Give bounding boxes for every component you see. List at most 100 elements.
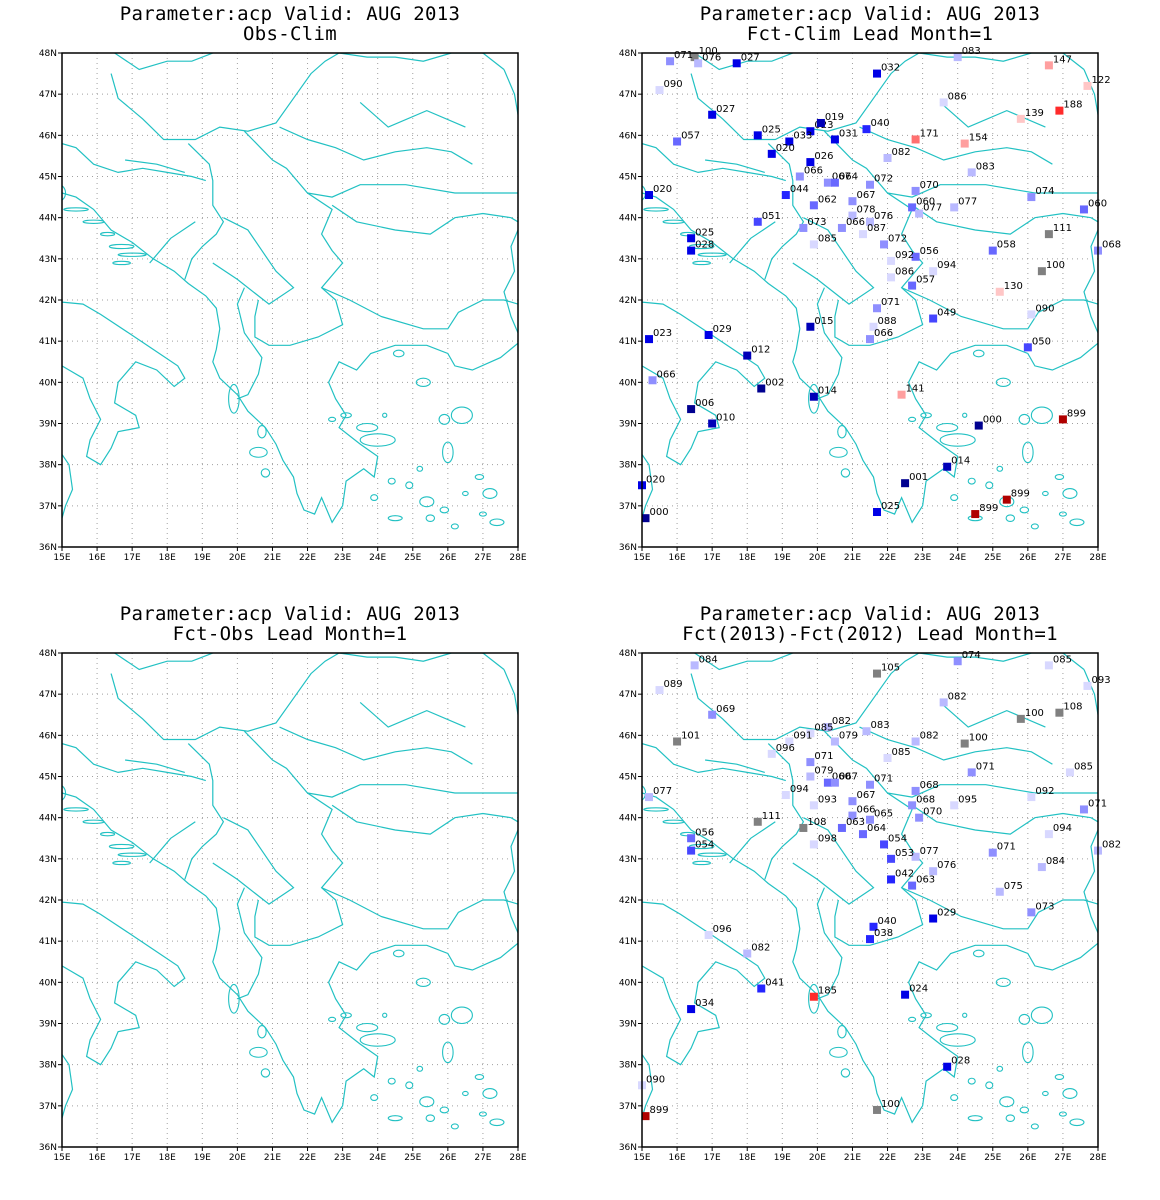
station-value-label: 899 bbox=[1067, 408, 1086, 419]
station-marker bbox=[901, 479, 910, 488]
station-value-label: 096 bbox=[776, 743, 795, 754]
station-marker bbox=[757, 384, 766, 393]
coastline bbox=[1083, 229, 1098, 334]
coastline bbox=[212, 817, 295, 905]
station-value-label: 111 bbox=[1053, 223, 1072, 234]
lat-tick-label: 39N bbox=[39, 1020, 57, 1030]
coastline bbox=[110, 53, 340, 141]
lat-tick-label: 37N bbox=[619, 1102, 637, 1112]
coastline bbox=[901, 287, 1098, 330]
coastline bbox=[110, 653, 340, 741]
station-value-label: 028 bbox=[951, 1056, 970, 1067]
station-marker bbox=[848, 797, 857, 806]
island bbox=[995, 977, 1011, 988]
station-marker bbox=[795, 172, 804, 181]
island bbox=[996, 465, 1004, 472]
station-value-label: 899 bbox=[650, 1105, 669, 1116]
station-value-label: 056 bbox=[920, 246, 939, 257]
coastline bbox=[279, 726, 473, 765]
station-value-label: 020 bbox=[646, 474, 665, 485]
coastline bbox=[62, 1054, 74, 1119]
coastline bbox=[503, 229, 518, 334]
station-marker bbox=[862, 727, 871, 736]
station-value-label: 070 bbox=[923, 807, 942, 818]
island bbox=[996, 1065, 1004, 1072]
lon-tick-label: 26E bbox=[1019, 553, 1036, 563]
station-marker bbox=[641, 514, 650, 523]
coastline bbox=[823, 130, 924, 346]
island bbox=[257, 1025, 267, 1039]
island bbox=[1019, 1106, 1030, 1114]
island bbox=[387, 477, 396, 485]
lon-tick-label: 24E bbox=[949, 553, 966, 563]
station-value-label: 025 bbox=[881, 501, 900, 512]
island bbox=[416, 1065, 424, 1072]
station-marker bbox=[995, 287, 1004, 296]
coastline bbox=[694, 653, 795, 671]
island bbox=[425, 514, 436, 523]
island bbox=[415, 377, 431, 388]
station-marker bbox=[704, 330, 713, 339]
coastline bbox=[339, 53, 505, 70]
station-value-label: 111 bbox=[762, 811, 781, 822]
station-marker bbox=[1079, 805, 1088, 814]
island bbox=[260, 1068, 271, 1078]
coastline bbox=[901, 887, 1098, 930]
island bbox=[359, 1033, 396, 1047]
coastline bbox=[62, 901, 186, 1066]
island bbox=[1042, 1090, 1049, 1097]
lat-tick-label: 46N bbox=[619, 131, 637, 141]
lat-tick-label: 36N bbox=[619, 1143, 637, 1153]
island bbox=[228, 383, 240, 414]
coastline bbox=[729, 821, 776, 864]
station-marker bbox=[806, 158, 815, 167]
lat-tick-label: 46N bbox=[39, 131, 57, 141]
island bbox=[416, 465, 424, 472]
station-value-label: 086 bbox=[895, 266, 914, 277]
lon-tick-label: 20E bbox=[229, 1153, 246, 1163]
island bbox=[1018, 413, 1031, 425]
coastline bbox=[764, 143, 805, 280]
lat-tick-label: 48N bbox=[39, 49, 57, 59]
map-fct-clim: 100 071 076 027 032 083 147 122 090 086 188 139 027 0… bbox=[619, 46, 1121, 563]
station-value-label: 090 bbox=[1035, 303, 1054, 314]
station-marker bbox=[687, 834, 696, 843]
island bbox=[82, 819, 105, 824]
station-marker bbox=[866, 180, 874, 189]
lon-tick-label: 28E bbox=[1089, 553, 1106, 563]
island bbox=[442, 1041, 454, 1064]
panel-fct-clim: Parameter:acp Valid: AUG 2013 Fct-Clim L… bbox=[580, 0, 1160, 580]
island bbox=[920, 412, 932, 419]
station-marker bbox=[911, 786, 920, 795]
station-marker bbox=[873, 508, 882, 517]
lon-tick-label: 19E bbox=[194, 553, 211, 563]
station-marker bbox=[757, 984, 766, 993]
station-marker bbox=[809, 240, 818, 249]
station-value-label: 053 bbox=[895, 848, 914, 859]
station-value-label: 076 bbox=[702, 52, 721, 63]
station-value-label: 075 bbox=[1004, 881, 1023, 892]
station-value-label: 100 bbox=[1046, 260, 1065, 271]
station-value-label: 100 bbox=[699, 46, 718, 57]
station-marker bbox=[743, 949, 752, 958]
station-marker bbox=[799, 823, 808, 832]
island bbox=[489, 1118, 505, 1127]
lon-tick-label: 28E bbox=[1089, 1153, 1106, 1163]
station-marker bbox=[866, 815, 874, 824]
station-value-label: 073 bbox=[807, 217, 826, 228]
island bbox=[387, 1115, 403, 1122]
island bbox=[1054, 473, 1065, 481]
lat-tick-label: 44N bbox=[39, 814, 57, 824]
lon-tick-label: 21E bbox=[264, 553, 281, 563]
island bbox=[438, 1013, 451, 1025]
island bbox=[936, 422, 959, 433]
coastline bbox=[149, 821, 196, 864]
island bbox=[405, 1081, 414, 1090]
map-content bbox=[62, 53, 518, 547]
lat-tick-label: 39N bbox=[39, 420, 57, 430]
island bbox=[1069, 518, 1085, 527]
station-marker bbox=[687, 246, 696, 255]
station-marker bbox=[1037, 863, 1046, 872]
station-marker bbox=[830, 135, 839, 144]
island bbox=[340, 1012, 352, 1019]
